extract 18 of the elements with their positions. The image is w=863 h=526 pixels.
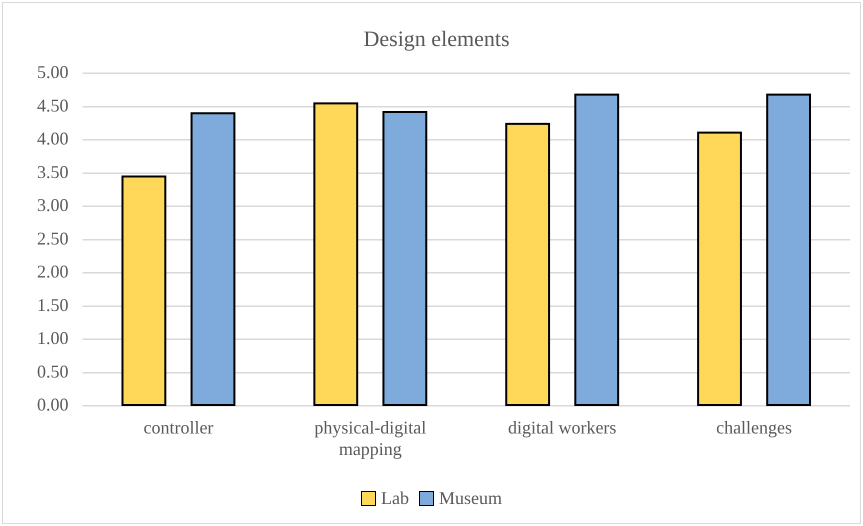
y-tick-label: 2.50: [37, 228, 68, 248]
x-tick-label: controller: [143, 417, 214, 438]
legend-label: Museum: [438, 488, 502, 509]
x-tick-label: challenges: [716, 417, 792, 438]
y-tick-label: 2.00: [37, 262, 68, 282]
y-tick-label: 0.50: [37, 361, 68, 382]
y-tick-label: 4.50: [37, 95, 68, 116]
y-tick-label: 3.50: [37, 162, 68, 182]
y-tick-label: 1.00: [37, 328, 68, 348]
chart-title: Design elements: [363, 26, 510, 51]
x-tick-label: digital workers: [508, 417, 616, 438]
legend-label: Lab: [381, 488, 409, 509]
y-tick-label: 3.00: [37, 195, 68, 216]
y-tick-label: 5.00: [37, 62, 68, 82]
y-tick-label: 0.00: [37, 394, 68, 415]
y-tick-label: 1.50: [37, 294, 68, 315]
x-tick-label: physical-digital mapping: [314, 417, 426, 459]
y-tick-label: 4.00: [37, 128, 68, 149]
